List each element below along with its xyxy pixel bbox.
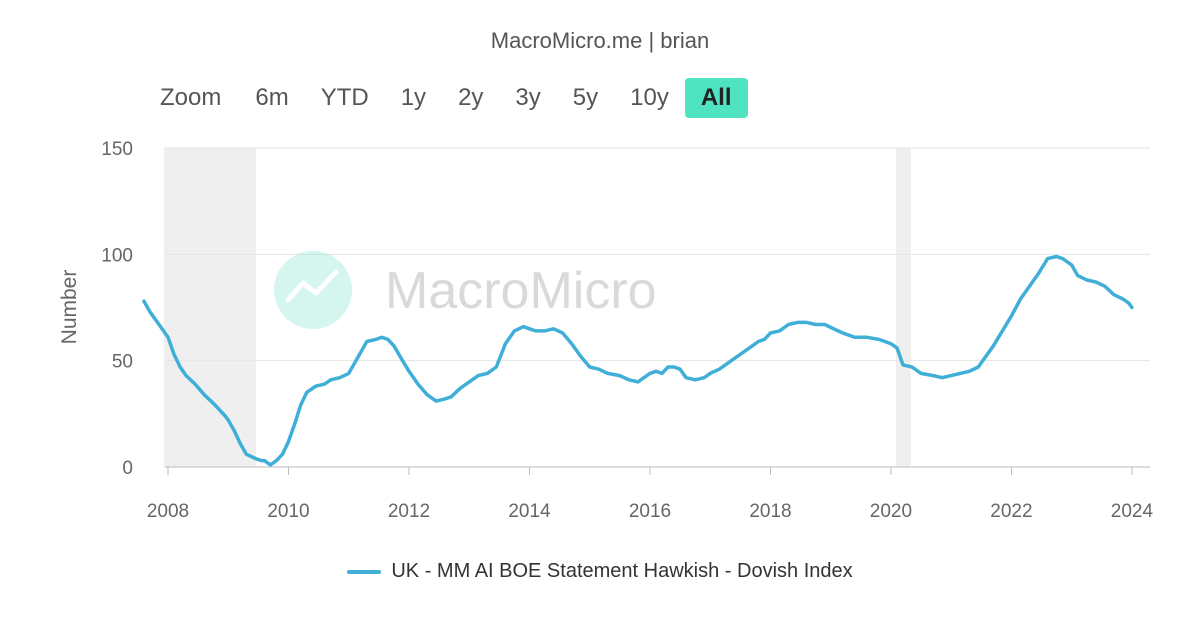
axes: 0 50 100 150 2008 2010 2012 2014 2016 2018 2020 202… [101, 139, 1153, 522]
recession-band-1 [895, 148, 911, 467]
y-axis-title: Number [58, 270, 81, 345]
x-tick-label: 2020 [870, 501, 912, 522]
x-tick-label: 2016 [629, 501, 671, 522]
range-button-all[interactable]: All [684, 78, 748, 118]
y-tick-label: 150 [101, 139, 133, 160]
range-button-1y[interactable]: 1y [400, 84, 427, 111]
chart-credit[interactable]: MacroMicro.me | brian [490, 28, 710, 53]
y-tick-label: 0 [122, 458, 133, 479]
series-layer [142, 254, 1134, 467]
watermark-logo-icon [274, 251, 352, 329]
range-button-10y[interactable]: 10y [630, 84, 669, 111]
range-button-2y[interactable]: 2y [458, 84, 484, 111]
grid-lines [165, 147, 1150, 468]
legend[interactable]: UK - MM AI BOE Statement Hawkish - Dovis… [0, 560, 1200, 583]
x-tick-label: 2024 [1111, 501, 1154, 522]
legend-swatch [347, 569, 382, 574]
y-tick-label: 50 [112, 352, 133, 373]
zoom-label: Zoom [160, 84, 222, 111]
recession-shading [163, 148, 911, 467]
x-tick-label: 2018 [749, 501, 791, 522]
range-button-ytd[interactable]: YTD [320, 84, 369, 111]
range-selector: Zoom 6m YTD 1y 2y 3y 5y 10y All [160, 78, 748, 118]
x-tick-label: 2010 [267, 501, 309, 522]
series-line-0[interactable] [142, 254, 1134, 467]
recession-band-0 [163, 148, 256, 467]
legend-label[interactable]: UK - MM AI BOE Statement Hawkish - Dovis… [391, 560, 853, 582]
x-tick-label: 2022 [990, 501, 1032, 522]
y-tick-label: 100 [101, 245, 133, 266]
range-button-6m[interactable]: 6m [255, 84, 289, 111]
watermark-chart-icon [285, 269, 339, 303]
range-button-3y[interactable]: 3y [515, 84, 541, 111]
x-tick-label: 2012 [388, 501, 430, 522]
x-tick-label: 2008 [147, 501, 189, 522]
watermark-text: MacroMicro [385, 262, 657, 320]
watermark: MacroMicro [274, 251, 657, 329]
x-tick-label: 2014 [508, 501, 551, 522]
range-button-5y[interactable]: 5y [572, 84, 599, 111]
